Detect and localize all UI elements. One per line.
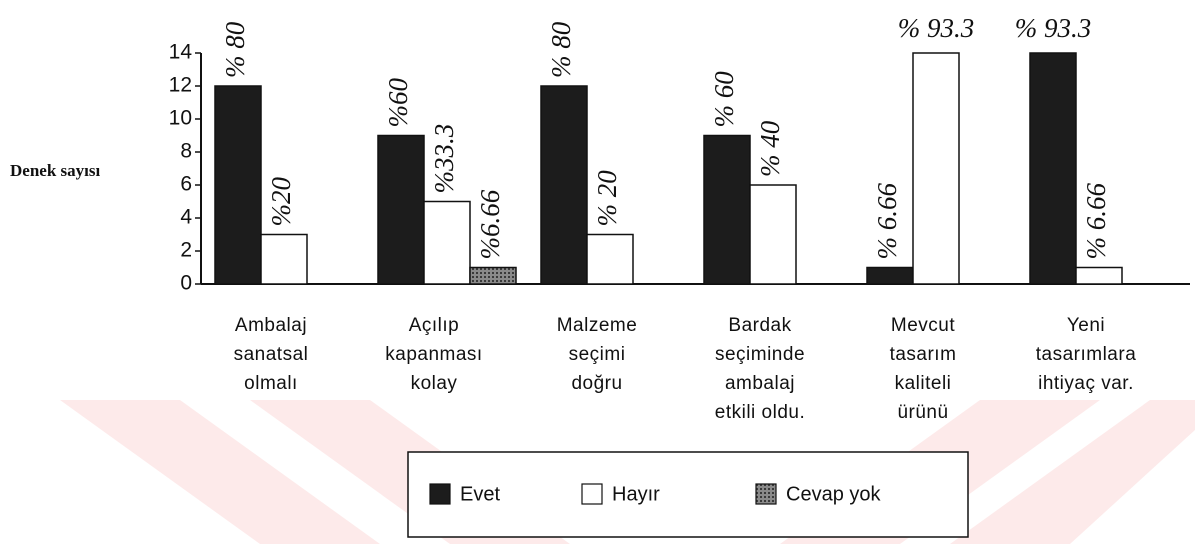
- bar: [377, 134, 425, 285]
- bar: [260, 233, 308, 285]
- x-tick-label: kolay: [411, 373, 458, 394]
- x-tick-label: Yeni: [1067, 315, 1105, 336]
- bar: [214, 85, 262, 285]
- bar: [703, 134, 751, 285]
- x-tick-label: tasarımlara: [1036, 344, 1137, 365]
- y-tick-label: 14: [169, 41, 193, 64]
- legend-label: Cevap yok: [786, 483, 881, 505]
- bar: [540, 85, 588, 285]
- y-tick-label: 4: [180, 206, 192, 229]
- value-label: %60: [383, 78, 413, 128]
- y-tick-label: 0: [180, 272, 192, 295]
- bar: [912, 52, 960, 285]
- x-tick-label: seçimi: [569, 344, 626, 365]
- x-tick-label: tasarım: [890, 344, 957, 365]
- legend-swatch: [581, 483, 603, 505]
- bar: [749, 184, 797, 285]
- x-tick-label: Ambalaj: [235, 315, 307, 336]
- value-label: % 6.66: [872, 183, 902, 260]
- value-label: % 93.3: [898, 13, 975, 43]
- bar: [866, 266, 914, 285]
- value-label: %33.3: [429, 124, 459, 194]
- y-tick-label: 12: [169, 74, 192, 97]
- bar: [1075, 266, 1123, 285]
- legend-box: [407, 451, 969, 538]
- y-tick-label: 8: [180, 140, 192, 163]
- x-tick-label: doğru: [571, 373, 622, 394]
- y-tick-label: 6: [180, 173, 192, 196]
- value-label: % 6.66: [1081, 183, 1111, 260]
- x-tick-label: ürünü: [897, 402, 948, 423]
- x-tick-label: seçiminde: [715, 344, 805, 365]
- y-tick-label: 10: [169, 107, 192, 130]
- bar: [423, 200, 471, 285]
- value-label: % 20: [592, 170, 622, 227]
- x-tick-label: Malzeme: [557, 315, 638, 336]
- bar: [1029, 52, 1077, 285]
- y-tick-label: 2: [180, 239, 192, 262]
- x-tick-label: Mevcut: [891, 315, 955, 336]
- value-label: %6.66: [475, 189, 505, 259]
- legend-swatch: [429, 483, 451, 505]
- value-label: % 60: [709, 71, 739, 128]
- y-axis-label: Denek sayısı: [10, 161, 100, 180]
- x-tick-label: Açılıp: [409, 315, 460, 336]
- x-tick-label: ihtiyaç var.: [1038, 373, 1134, 394]
- value-label: % 80: [220, 21, 250, 78]
- legend-label: Evet: [460, 483, 500, 505]
- value-label: % 80: [546, 21, 576, 78]
- x-tick-label: Bardak: [728, 315, 791, 336]
- x-tick-label: ambalaj: [725, 373, 795, 394]
- value-label: % 40: [755, 120, 785, 177]
- value-label: % 93.3: [1015, 13, 1092, 43]
- x-tick-label: olmalı: [244, 373, 298, 394]
- x-tick-label: kapanması: [385, 344, 482, 365]
- bar: [469, 266, 517, 285]
- value-label: %20: [266, 177, 296, 227]
- x-tick-label: kaliteli: [895, 373, 952, 394]
- x-tick-label: sanatsal: [234, 344, 309, 365]
- legend-label: Hayır: [612, 483, 660, 505]
- bar: [586, 233, 634, 285]
- legend-swatch: [755, 483, 777, 505]
- x-tick-label: etkili oldu.: [715, 402, 806, 423]
